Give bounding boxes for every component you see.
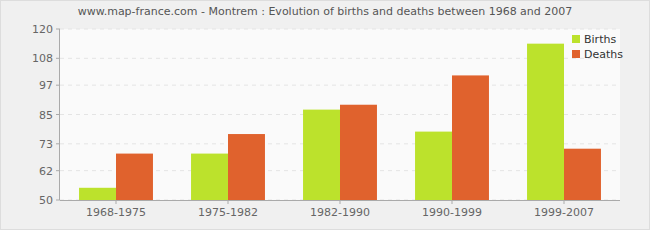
plot-area bbox=[60, 29, 620, 200]
bar bbox=[452, 75, 489, 200]
bar bbox=[303, 110, 340, 200]
x-tick-mark bbox=[116, 200, 117, 204]
x-tick-mark bbox=[340, 200, 341, 204]
bar bbox=[116, 154, 153, 200]
y-tick-label: 120 bbox=[32, 23, 53, 36]
bar bbox=[191, 154, 228, 200]
bars bbox=[79, 44, 601, 200]
legend-swatch bbox=[572, 50, 580, 58]
bar bbox=[228, 134, 265, 200]
y-axis bbox=[59, 29, 60, 200]
bar bbox=[415, 132, 452, 200]
background bbox=[0, 0, 650, 230]
chart-container: www.map-france.com - Montrem : Evolution… bbox=[0, 0, 650, 230]
y-tick-label: 50 bbox=[39, 194, 53, 207]
title: www.map-france.com - Montrem : Evolution… bbox=[78, 5, 573, 18]
chart: www.map-france.com - Montrem : Evolution… bbox=[0, 0, 650, 230]
legend-swatch bbox=[572, 35, 580, 43]
legend-label: Deaths bbox=[584, 48, 623, 61]
y-tick-label: 85 bbox=[39, 109, 53, 122]
x-tick-label: 1975-1982 bbox=[198, 206, 258, 219]
x-tick-label: 1999-2007 bbox=[534, 206, 594, 219]
x-tick-mark bbox=[452, 200, 453, 204]
bar bbox=[527, 44, 564, 200]
y-tick-label: 97 bbox=[39, 79, 53, 92]
border bbox=[1, 1, 650, 230]
legend-label: Births bbox=[584, 33, 616, 46]
y-tick-label: 73 bbox=[39, 138, 53, 151]
x-tick-label: 1990-1999 bbox=[422, 206, 482, 219]
grid-line bbox=[60, 29, 620, 30]
bar bbox=[564, 149, 601, 200]
bar bbox=[340, 105, 377, 200]
y-tick-label: 62 bbox=[39, 165, 53, 178]
x-tick-label: 1968-1975 bbox=[86, 206, 146, 219]
y-tick-label: 108 bbox=[32, 52, 53, 65]
x-tick-mark bbox=[228, 200, 229, 204]
x-tick-mark bbox=[564, 200, 565, 204]
x-tick-label: 1982-1990 bbox=[310, 206, 370, 219]
bar bbox=[79, 188, 116, 200]
